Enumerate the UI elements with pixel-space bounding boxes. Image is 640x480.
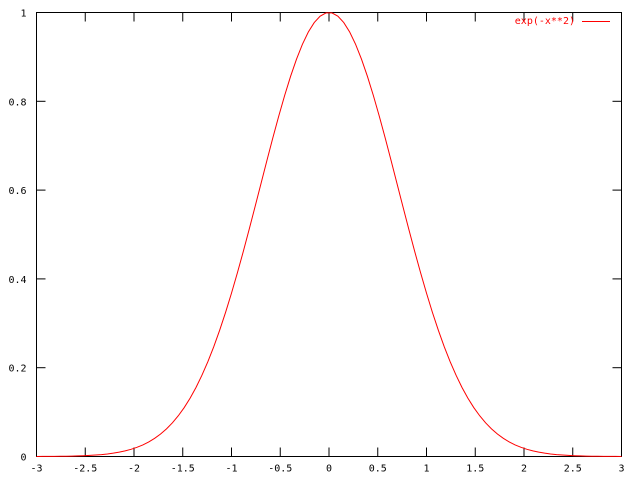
y-tick-label: 0.4 — [8, 275, 26, 286]
x-axis: -3 -2.5 -2 -1.5 -1 -0.5 0 0.5 1 1.5 2 2.5 3 — [30, 12, 625, 475]
y-tick-label: 0 — [20, 453, 26, 464]
x-tick-label: -2 — [128, 464, 140, 475]
x-tick-label: 1 — [423, 464, 429, 475]
legend: exp(-x**2) — [515, 16, 610, 27]
x-tick-label: -3 — [30, 464, 42, 475]
x-tick-label: -0.5 — [268, 464, 292, 475]
x-tick-label: 2.5 — [564, 464, 582, 475]
x-tick-label: -2.5 — [73, 464, 97, 475]
x-tick-label: -1 — [225, 464, 237, 475]
plot-border — [36, 12, 622, 457]
x-tick-label: 0.5 — [369, 464, 387, 475]
y-tick-label: 1 — [20, 9, 26, 20]
x-tick-label: 1.5 — [466, 464, 484, 475]
y-tick-label: 0.8 — [8, 97, 26, 108]
y-axis: 0 0.2 0.4 0.6 0.8 1 — [8, 9, 622, 464]
x-tick-label: 2 — [521, 464, 527, 475]
y-tick-label: 0.6 — [8, 186, 26, 197]
x-tick-label: -1.5 — [171, 464, 195, 475]
y-tick-label: 0.2 — [8, 364, 26, 375]
x-tick-label: 0 — [326, 464, 332, 475]
x-tick-label: 3 — [618, 464, 624, 475]
legend-label: exp(-x**2) — [515, 16, 575, 27]
series-line-exp — [36, 12, 622, 457]
